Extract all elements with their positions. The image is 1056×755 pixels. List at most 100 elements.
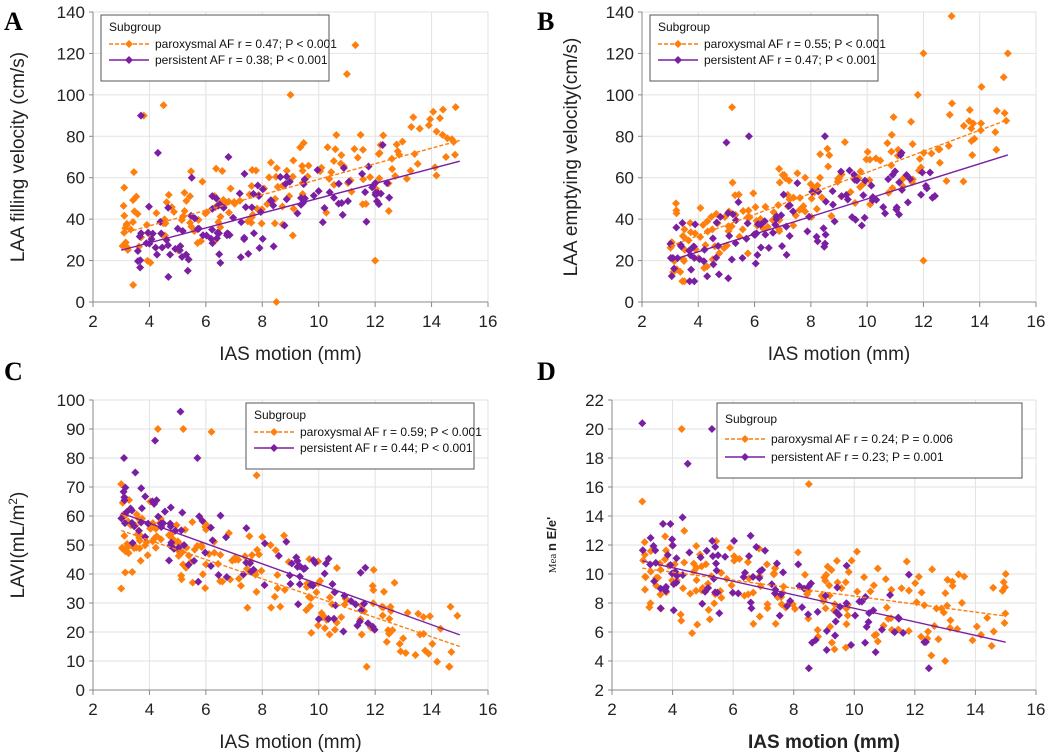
- persistent-point: [852, 176, 861, 185]
- persistent-point: [260, 539, 269, 548]
- persistent-point: [930, 191, 939, 200]
- paroxysmal-point: [135, 536, 144, 545]
- persistent-point: [779, 568, 788, 577]
- paroxysmal-point: [129, 168, 138, 177]
- persistent-point: [895, 178, 904, 187]
- persistent-point: [165, 556, 174, 565]
- paroxysmal-point: [823, 562, 832, 571]
- paroxysmal-point: [703, 579, 712, 588]
- persistent-point: [672, 223, 681, 232]
- paroxysmal-point: [999, 73, 1008, 82]
- paroxysmal-point: [645, 603, 654, 612]
- persistent-point: [685, 246, 694, 255]
- persistent-point: [768, 228, 777, 237]
- legend-swatch-marker: [674, 56, 682, 64]
- persistent-point: [775, 611, 784, 620]
- paroxysmal-point: [915, 154, 924, 163]
- paroxysmal-point: [272, 164, 281, 173]
- paroxysmal-point: [143, 551, 152, 560]
- paroxysmal-point: [435, 114, 444, 123]
- paroxysmal-point: [696, 204, 705, 213]
- paroxysmal-point: [730, 552, 739, 561]
- persistent-point: [158, 243, 167, 252]
- persistent-point: [904, 570, 913, 579]
- y-tick-label: 40: [615, 210, 634, 229]
- paroxysmal-point: [965, 106, 974, 115]
- persistent-point: [166, 541, 175, 550]
- x-tick-label: 8: [806, 312, 815, 331]
- paroxysmal-point: [989, 627, 998, 636]
- persistent-point: [712, 218, 721, 227]
- paroxysmal-point: [638, 497, 647, 506]
- paroxysmal-point: [947, 12, 956, 21]
- persistent-point: [831, 631, 840, 640]
- persistent-point: [318, 218, 327, 227]
- persistent-point: [828, 187, 837, 196]
- persistent-point: [236, 253, 245, 262]
- persistent-point: [724, 274, 733, 283]
- paroxysmal-point: [775, 164, 784, 173]
- persistent-point: [712, 566, 721, 575]
- paroxysmal-point: [156, 535, 165, 544]
- persistent-point: [285, 177, 294, 186]
- paroxysmal-point: [132, 510, 141, 519]
- persistent-point: [761, 546, 770, 555]
- paroxysmal-point: [361, 199, 370, 208]
- legend-title: Subgroup: [725, 412, 777, 426]
- persistent-point: [282, 537, 291, 546]
- paroxysmal-point: [122, 219, 131, 228]
- x-tick-label: 14: [970, 312, 989, 331]
- persistent-point: [808, 638, 817, 647]
- persistent-point: [861, 176, 870, 185]
- paroxysmal-point: [128, 567, 137, 576]
- paroxysmal-point: [887, 130, 896, 139]
- paroxysmal-point: [185, 192, 194, 201]
- paroxysmal-point: [873, 637, 882, 646]
- x-tick-label: 10: [858, 312, 877, 331]
- persistent-point: [119, 487, 128, 496]
- paroxysmal-point: [357, 630, 366, 639]
- persistent-point: [120, 454, 129, 462]
- paroxysmal-point: [991, 128, 1000, 137]
- persistent-point: [134, 526, 143, 535]
- legend-swatch-marker: [270, 428, 278, 436]
- paroxysmal-point: [378, 611, 387, 620]
- persistent-point: [756, 243, 765, 252]
- paroxysmal-point: [860, 573, 869, 582]
- persistent-point: [807, 579, 816, 588]
- paroxysmal-point: [934, 635, 943, 644]
- persistent-point: [899, 628, 908, 637]
- paroxysmal-point: [180, 206, 189, 215]
- persistent-point: [804, 664, 813, 673]
- paroxysmal-point: [743, 249, 752, 258]
- persistent-point: [276, 173, 285, 182]
- persistent-point: [902, 170, 911, 179]
- persistent-point: [183, 266, 192, 275]
- persistent-point: [702, 546, 711, 555]
- persistent-point: [886, 591, 895, 600]
- persistent-point: [708, 234, 717, 243]
- persistent-point: [235, 189, 244, 198]
- paroxysmal-point: [224, 208, 233, 217]
- paroxysmal-point: [411, 651, 420, 660]
- y-tick-label: 12: [585, 536, 604, 555]
- y-tick-label: 70: [66, 478, 85, 497]
- paroxysmal-point: [119, 201, 128, 210]
- paroxysmal-point: [151, 543, 160, 552]
- persistent-point: [206, 561, 215, 570]
- persistent-point: [666, 519, 675, 528]
- y-tick-label: 20: [615, 252, 634, 271]
- paroxysmal-fit-line: [642, 567, 1006, 617]
- paroxysmal-point: [130, 207, 139, 216]
- persistent-point: [311, 558, 320, 567]
- persistent-point: [895, 210, 904, 219]
- persistent-point: [714, 270, 723, 279]
- panel-b-letter: B: [537, 7, 554, 36]
- paroxysmal-point: [914, 572, 923, 581]
- persistent-fit-line: [121, 160, 460, 251]
- paroxysmal-point: [692, 563, 701, 572]
- persistent-point: [356, 568, 365, 577]
- x-tick-label: 6: [201, 312, 210, 331]
- paroxysmal-point: [413, 159, 422, 168]
